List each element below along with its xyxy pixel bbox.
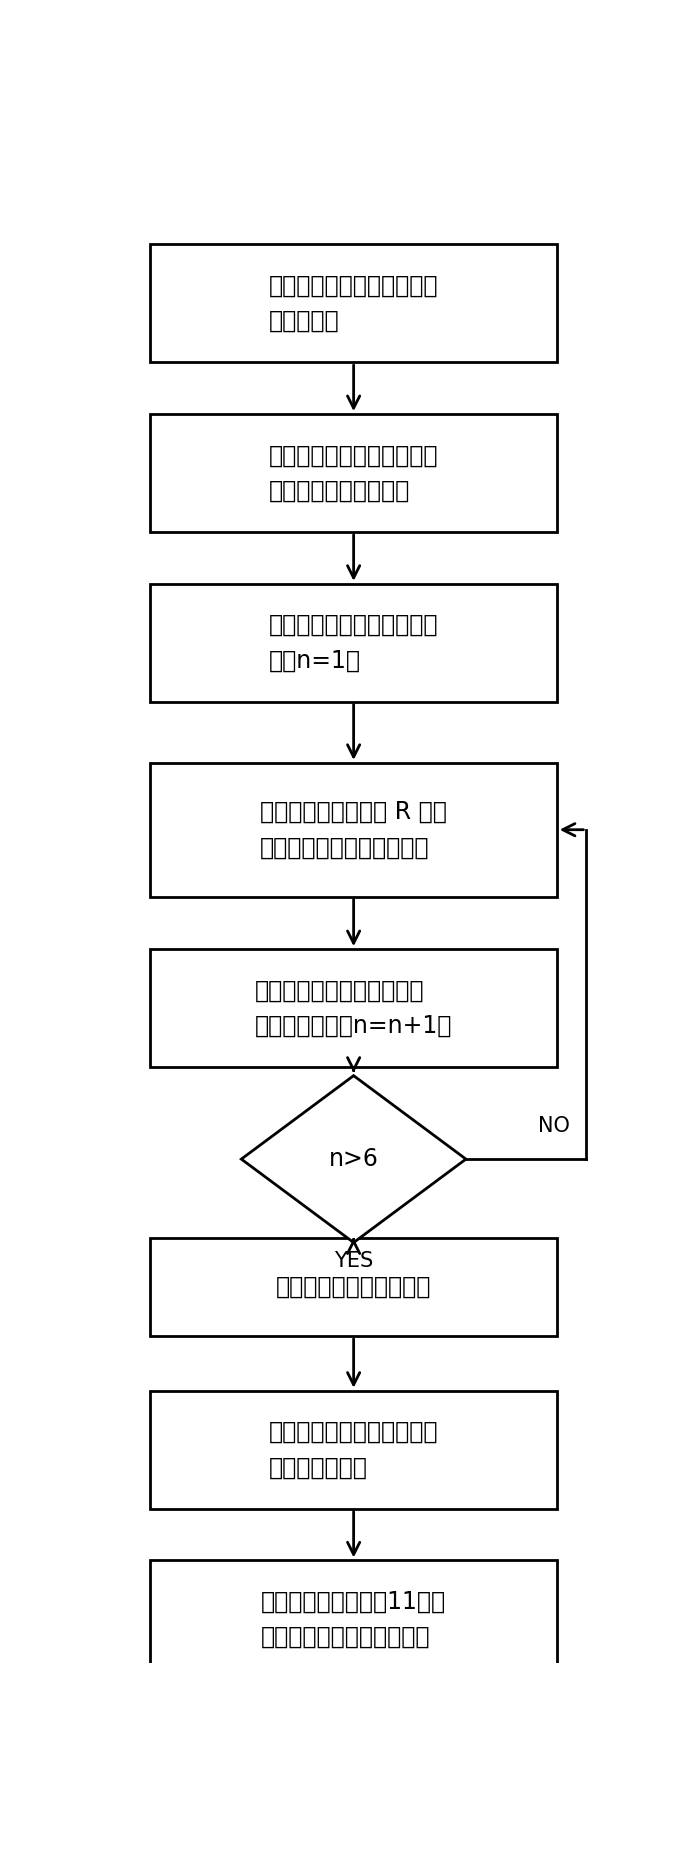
- Bar: [150, 245, 557, 362]
- Polygon shape: [241, 1076, 466, 1242]
- Bar: [150, 1560, 557, 1677]
- Bar: [150, 415, 557, 532]
- Bar: [150, 762, 557, 897]
- Text: NO: NO: [538, 1115, 570, 1136]
- Text: 利用拉格朗日乘数法求解最
优误差模型参数: 利用拉格朗日乘数法求解最 优误差模型参数: [269, 1420, 438, 1479]
- Text: YES: YES: [334, 1252, 373, 1270]
- Bar: [150, 585, 557, 702]
- Text: 水平旋转箱体，记录 R 个姿
态下的磁传感器和惯导输出: 水平旋转箱体，记录 R 个姿 态下的磁传感器和惯导输出: [260, 800, 447, 859]
- Bar: [150, 949, 557, 1067]
- Text: 翻转箱体，改变箱体与无磁
平台的接触面（n=n+1）: 翻转箱体，改变箱体与无磁 平台的接触面（n=n+1）: [255, 979, 453, 1039]
- Text: 建立带约束的线性方程组: 建立带约束的线性方程组: [276, 1276, 431, 1298]
- Text: 将六面箱体放置在无磁平台
上（n=1）: 将六面箱体放置在无磁平台 上（n=1）: [269, 613, 438, 672]
- Text: 实时测量，利用式（11）校
准误差并得到实时地磁矢量: 实时测量，利用式（11）校 准误差并得到实时地磁矢量: [261, 1590, 446, 1649]
- Text: n>6: n>6: [328, 1147, 379, 1171]
- Text: 将三轴磁传感器和惯导系统
封装在无磁六面箱体中: 将三轴磁传感器和惯导系统 封装在无磁六面箱体中: [269, 443, 438, 502]
- Bar: [150, 1390, 557, 1509]
- Text: 用质子磁力仪测量校准区域
的地磁总量: 用质子磁力仪测量校准区域 的地磁总量: [269, 273, 438, 333]
- Bar: [150, 1238, 557, 1336]
